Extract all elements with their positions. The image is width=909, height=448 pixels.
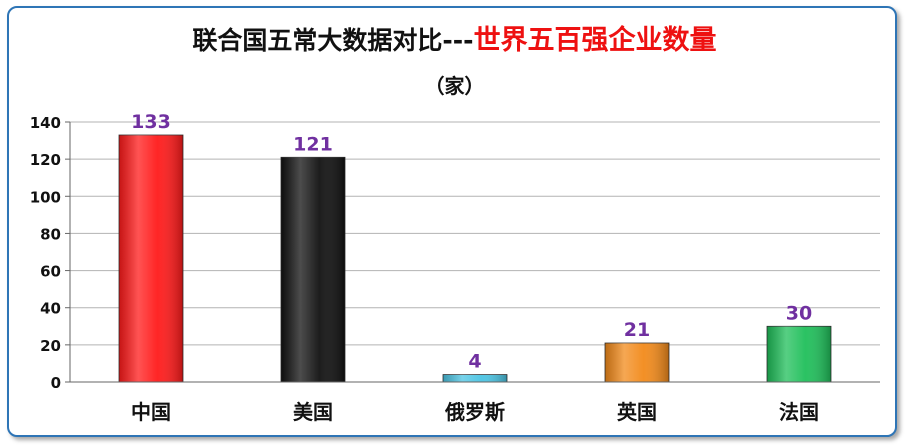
x-tick-label: 美国 <box>293 400 333 424</box>
bar-shading <box>281 157 345 382</box>
y-tick-label: 80 <box>40 225 61 243</box>
bar-shading <box>605 343 669 382</box>
title-part1: 联合国五常大数据对比--- <box>192 26 474 55</box>
bar-shading <box>443 374 507 382</box>
x-axis: 中国 美国 俄罗斯 英国 法国 <box>70 381 880 424</box>
y-tick-label: 40 <box>40 300 61 318</box>
chart-unit: （家） <box>424 74 485 98</box>
x-tick-label: 法国 <box>779 400 819 424</box>
y-axis: 0 20 40 60 80 100 120 140 <box>30 114 71 392</box>
y-tick-label: 120 <box>30 151 61 169</box>
data-label: 30 <box>786 302 812 324</box>
data-label: 4 <box>468 351 481 373</box>
gridlines <box>70 121 880 383</box>
x-tick-label: 俄罗斯 <box>444 400 505 424</box>
chart-title: 联合国五常大数据对比---世界五百强企业数量 <box>0 18 909 57</box>
bars <box>118 134 832 383</box>
y-tick-label: 100 <box>30 188 61 206</box>
y-tick-label: 140 <box>30 114 61 132</box>
data-label: 121 <box>293 133 333 155</box>
data-label: 21 <box>624 319 650 341</box>
bar-shading <box>119 135 183 382</box>
x-tick-label: 英国 <box>617 400 657 424</box>
data-label: 133 <box>131 111 171 133</box>
title-highlight: 世界五百强企业数量 <box>473 25 717 56</box>
y-tick-label: 0 <box>51 374 61 392</box>
y-tick-label: 60 <box>40 263 61 281</box>
data-labels: 133 121 4 21 30 <box>131 111 812 373</box>
y-tick-label: 20 <box>40 337 61 355</box>
x-tick-label: 中国 <box>131 400 171 424</box>
bar-shading <box>767 326 831 382</box>
